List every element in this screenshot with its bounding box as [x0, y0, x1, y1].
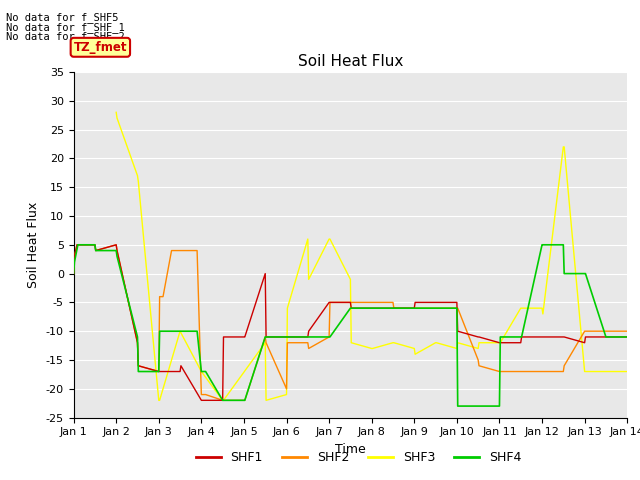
Text: No data for f_SHF5: No data for f_SHF5: [6, 12, 119, 23]
Y-axis label: Soil Heat Flux: Soil Heat Flux: [27, 202, 40, 288]
Text: No data for f_SHF_2: No data for f_SHF_2: [6, 31, 125, 42]
Text: TZ_fmet: TZ_fmet: [74, 41, 127, 54]
Legend: SHF1, SHF2, SHF3, SHF4: SHF1, SHF2, SHF3, SHF4: [191, 446, 526, 469]
Title: Soil Heat Flux: Soil Heat Flux: [298, 54, 403, 70]
Text: No data for f_SHF_1: No data for f_SHF_1: [6, 22, 125, 33]
X-axis label: Time: Time: [335, 443, 366, 456]
